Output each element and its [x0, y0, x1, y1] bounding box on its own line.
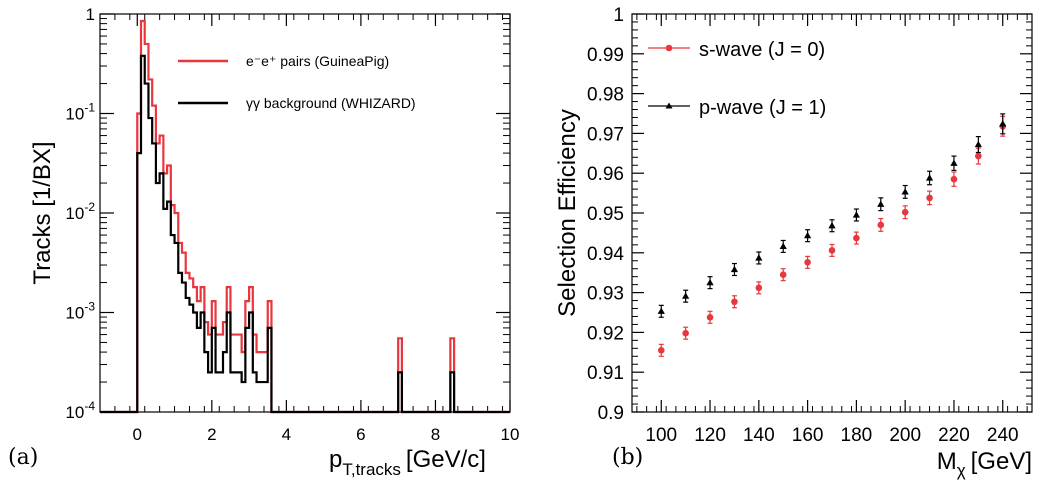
data-point-p-wave [852, 211, 860, 218]
data-point-s-wave [828, 247, 836, 254]
panel-b-x-axis-label-sub: χ [957, 461, 966, 480]
data-point-s-wave [779, 271, 787, 278]
panel-b-y-tick-label: 0.92 [587, 323, 624, 344]
panel-b-y-tick-label: 0.99 [587, 45, 624, 66]
panel-a-x-tick-label: 10 [501, 425, 520, 444]
panel-a-legend: e⁻e⁺ pairs (GuineaPig) γγ background (WH… [178, 53, 416, 111]
panel-b-x-axis-label: Mχ [GeV] [937, 448, 1032, 480]
panel-a-y-tick-exponent: -1 [84, 101, 95, 115]
data-point-s-wave [706, 313, 714, 321]
legend-label-s-wave: s-wave (J = 0) [699, 39, 825, 61]
panel-a-y-tick-base: 10 [65, 304, 84, 323]
panel-b-label: (b) [612, 445, 643, 470]
data-point-p-wave [804, 231, 812, 239]
panel-b-y-tick-label: 0.97 [587, 124, 624, 145]
panel-b-x-tick-label: 200 [889, 425, 921, 446]
legend-label-p-wave: p-wave (J = 1) [699, 97, 826, 119]
data-point-s-wave [901, 208, 909, 216]
panel-b-legend: s-wave (J = 0) p-wave (J = 1) [648, 39, 826, 119]
data-point-p-wave [779, 242, 787, 250]
data-point-p-wave [755, 254, 763, 261]
data-point-s-wave [853, 234, 860, 242]
data-point-p-wave [828, 221, 836, 229]
panel-a-x-tick-label: 6 [356, 425, 365, 444]
panel-b: 100 120 140 160 180 200 220 240 0.9 0.91 0.92 0.93 0… [554, 5, 1033, 480]
panel-a-y-tick-label: 1 [86, 5, 95, 24]
panel-b-x-tick-label: 220 [938, 425, 970, 446]
panel-a-y-tick-label: 10-3 [65, 300, 95, 323]
data-point-p-wave [950, 159, 958, 166]
panel-b-x-tick-label: 100 [645, 425, 677, 446]
legend-label-ee-pairs: e⁻e⁺ pairs (GuineaPig) [246, 53, 389, 69]
histogram-series-1 [100, 19, 510, 414]
panel-a-label: (a) [8, 445, 38, 470]
panel-a-x-axis-label-unit: [GeV/c] [406, 446, 486, 473]
panel-a-y-tick-base: 1 [86, 5, 95, 24]
data-point-s-wave [657, 347, 665, 354]
data-point-p-wave [925, 174, 934, 181]
panel-a-y-tick-exponent: -3 [84, 300, 95, 314]
data-point-s-wave [682, 329, 689, 337]
data-point-p-wave [706, 278, 714, 286]
data-point-p-wave [657, 307, 665, 314]
panel-a-y-axis-label: Tracks [1/BX] [29, 141, 56, 284]
panel-a-histograms [100, 19, 510, 414]
legend-label-gg-background: γγ background (WHIZARD) [246, 95, 416, 111]
data-point-p-wave [974, 140, 982, 148]
panel-b-y-tick-label: 1 [613, 5, 624, 26]
panel-a-x-axis-label-main: p [329, 446, 342, 473]
data-point-s-wave [755, 284, 763, 292]
data-point-s-wave [731, 298, 738, 306]
panel-a-x-tick-label: 0 [133, 425, 142, 444]
data-point-p-wave [877, 200, 885, 207]
panel-b-x-axis-label-unit: [GeV] [971, 448, 1032, 475]
panel-a-y-tick-label: 10-1 [65, 101, 95, 124]
panel-b-y-tick-label: 0.96 [587, 164, 624, 185]
panel-a-y-tick-exponent: -4 [84, 399, 95, 413]
panel-a-y-tick-label: 10-2 [65, 200, 95, 223]
data-point-p-wave [682, 292, 690, 299]
data-point-p-wave [999, 120, 1007, 127]
panel-a-y-tick-base: 10 [65, 105, 84, 124]
panel-b-y-tick-label: 0.93 [587, 284, 624, 305]
panel-b-frame [631, 13, 1033, 413]
panel-a-frame [99, 13, 511, 413]
data-point-p-wave [730, 265, 739, 273]
panel-b-y-tick-label: 0.9 [598, 403, 624, 424]
panel-a-y-tick-base: 10 [65, 204, 84, 223]
data-point-s-wave [877, 221, 885, 229]
panel-a-x-tick-label: 2 [207, 425, 216, 444]
panel-b-x-tick-label: 140 [743, 425, 775, 446]
legend-marker-s-wave [665, 44, 673, 52]
data-point-p-wave [901, 188, 909, 195]
data-point-s-wave [926, 194, 933, 202]
panel-b-y-tick-label: 0.98 [587, 85, 624, 106]
panel-a-x-axis-label: pT,tracks [GeV/c] [329, 446, 486, 479]
panel-b-y-tick-label: 0.91 [587, 363, 624, 384]
panel-a-y-tick-label: 10-4 [65, 399, 95, 422]
panel-a-x-axis-label-sub: T,tracks [342, 460, 401, 479]
panel-b-y-axis-label: Selection Efficiency [554, 109, 581, 317]
legend-marker-p-wave [665, 102, 673, 109]
panel-b-x-axis-label-main: M [937, 448, 957, 475]
data-point-s-wave [975, 152, 982, 160]
data-point-s-wave [950, 175, 958, 183]
panel-a-x-tick-label: 8 [431, 425, 440, 444]
data-point-s-wave [804, 259, 811, 266]
panel-b-y-tick-label: 0.95 [587, 204, 624, 225]
panel-a-x-tick-label: 4 [282, 425, 291, 444]
panel-b-x-tick-label: 240 [987, 425, 1019, 446]
histogram-series-2 [100, 54, 510, 414]
panel-b-x-tick-label: 120 [694, 425, 726, 446]
panel-b-x-tick-label: 180 [841, 425, 873, 446]
panel-a-y-tick-exponent: -2 [84, 200, 95, 214]
panel-a-y-tick-base: 10 [65, 403, 84, 422]
panel-b-points [657, 113, 1007, 357]
panel-b-y-tick-label: 0.94 [587, 244, 624, 265]
panel-b-x-tick-label: 160 [792, 425, 824, 446]
panel-b-ticks: 100 120 140 160 180 200 220 240 0.9 0.91 0.92 0.93 0… [587, 5, 1032, 446]
